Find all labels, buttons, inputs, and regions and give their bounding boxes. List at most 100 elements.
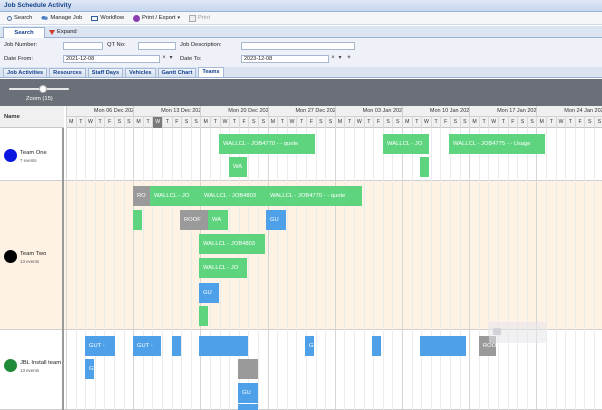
print-export-label: Print / Export [142,15,176,21]
team-name: Team Two [20,251,47,257]
schedule-event-bar[interactable]: RO [133,186,150,206]
grid-line [354,128,355,410]
date-from-field[interactable]: 2021-12-08 [63,55,160,63]
schedule-event-bar[interactable]: WA [229,157,247,177]
grid-line [258,128,259,410]
schedule-event-bar[interactable] [172,336,181,356]
zoom-bar: Zoom (15) [0,79,602,106]
day-header: M [200,117,210,128]
search-subbar: Search Expand [0,26,602,38]
schedule-event-bar[interactable]: GUT - JOB48 [305,336,314,356]
day-header: T [344,117,354,128]
team-name: JBL Install team [20,360,62,366]
grid-line [75,128,77,410]
grid-line [392,128,394,410]
window-title: Job Schedule Activity [0,0,602,12]
schedule-event-bar[interactable]: WALLCL - JOB4803 [199,234,265,254]
date-to-label: Date To: [180,56,202,62]
zoom-slider-thumb[interactable] [39,85,47,93]
day-header: M [133,117,143,128]
schedule-event-bar[interactable]: ROOF [180,210,208,230]
schedule-event-bar[interactable]: WALLCL - JOB4775 - - Usage [449,134,545,154]
schedule-event-bar[interactable]: WALLCL - JOB4770 - - quote [219,134,315,154]
date-to-field[interactable]: 2023-12-08 [241,55,329,63]
tab-gantt-chart[interactable]: Gantt Chart [157,68,197,77]
grid-line [296,128,298,410]
schedule-event-bar[interactable] [420,157,429,177]
schedule-event-bar[interactable]: GU [266,210,286,230]
schedule-event-bar[interactable]: WALLCL - JOB4803 [200,186,266,206]
workflow-button[interactable]: Workflow [88,13,127,24]
tab-vehicles[interactable]: Vehicles [125,68,156,77]
grid-line [536,128,538,410]
schedule-event-bar[interactable]: GU [199,283,219,303]
grid-line [94,128,96,410]
day-header: W [488,117,498,128]
schedule-event-bar[interactable]: GUT - [85,336,115,356]
day-header: F [238,117,249,128]
grid-line [411,128,413,410]
search-button[interactable]: Search [4,13,35,24]
tab-job-activities[interactable]: Job Activities [3,68,48,77]
grid-line [171,128,173,410]
day-header: W [421,117,431,128]
job-description-field[interactable] [241,42,355,50]
schedule-event-bar[interactable]: GU [238,404,258,410]
qt-no-field[interactable] [138,42,176,50]
print-export-button[interactable]: Print / Export ▾ [130,13,183,24]
team-event-count: 13 events [20,368,40,373]
schedule-event-bar[interactable] [199,306,208,326]
users-icon [41,14,49,22]
print-button[interactable]: Print [186,13,213,24]
schedule-grid: Name Mon 06 Dec 2021 Mon 13 Dec 2021 Mon 2… [0,106,602,410]
workflow-icon [91,15,99,21]
date-from-clear-icon[interactable]: × [162,55,166,61]
day-header: T [229,117,239,128]
schedule-event-bar[interactable] [238,359,258,379]
manage-job-button[interactable]: Manage Job [38,13,85,24]
week-header-row: Mon 06 Dec 2021 Mon 13 Dec 2021 Mon 20 Dec… [66,106,602,117]
search-form: Job Number: QT No: Job Description: Date… [0,38,602,67]
grid-line [85,128,87,410]
tab-staff-days[interactable]: Staff Days [87,68,124,77]
search-tab[interactable]: Search [3,27,45,38]
add-icon[interactable]: + [347,55,351,61]
grid-line [555,128,557,410]
grid-line [363,128,365,410]
grid-line [133,128,135,410]
schedule-event-bar[interactable]: GU [85,359,94,379]
day-header: F [507,117,518,128]
day-header: S [181,117,191,128]
week-header: Mon 27 Dec 2021 [267,106,335,117]
day-header: W [555,117,566,128]
grid-line [546,128,547,410]
schedule-event-bar[interactable] [133,210,142,230]
schedule-event-bar[interactable]: WALLCL - JO [383,134,429,154]
expand-button[interactable]: Expand [49,27,77,37]
schedule-event-bar[interactable]: WALLCL - JO [150,186,200,206]
date-to-dropdown-icon[interactable]: ▾ [338,55,342,61]
timeline: Mon 06 Dec 2021 Mon 13 Dec 2021 Mon 20 Dec… [66,106,602,410]
day-header: T [565,117,575,128]
schedule-event-bar[interactable] [199,336,248,356]
tab-teams[interactable]: Teams [198,67,224,77]
grid-line [152,128,154,410]
schedule-event-bar[interactable]: WALLCL - JO [199,258,247,278]
schedule-event-bar[interactable]: WALLCL - JOB4770 - - quote [266,186,362,206]
schedule-event-bar[interactable] [420,336,466,356]
tab-resources[interactable]: Resources [49,68,86,77]
day-header: F [104,117,114,128]
schedule-event-bar[interactable] [372,336,381,356]
day-header: T [75,117,86,128]
date-to-clear-icon[interactable]: × [331,55,335,61]
grid-line [478,128,480,410]
day-header: S [392,117,402,128]
day-header: T [363,117,374,128]
date-from-dropdown-icon[interactable]: ▾ [169,55,173,61]
schedule-event-bar[interactable]: GUT - [133,336,161,356]
job-number-field[interactable] [63,42,103,50]
week-header: Mon 20 Dec 2021 [200,106,268,117]
schedule-event-bar[interactable]: WA [208,210,228,230]
schedule-event-bar[interactable]: GU [238,383,258,403]
